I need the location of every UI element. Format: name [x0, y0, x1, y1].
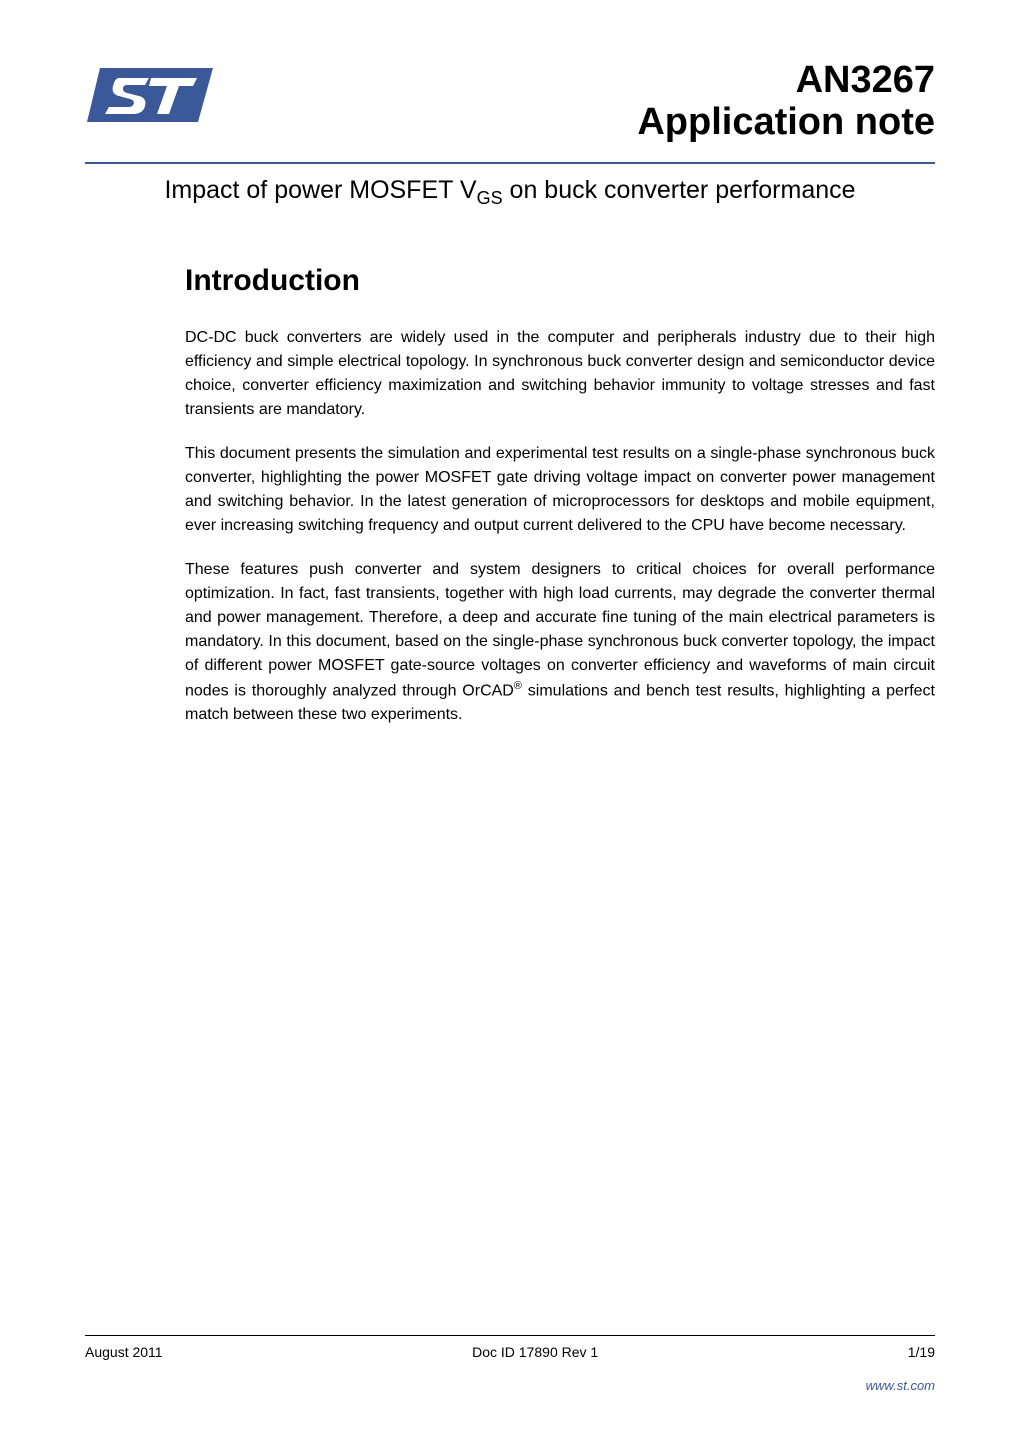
st-logo [85, 60, 215, 135]
header: AN3267 Application note [85, 60, 935, 144]
footer-page-number: 1/19 [908, 1344, 935, 1360]
footer-date: August 2011 [85, 1344, 163, 1360]
registered-mark: ® [514, 680, 522, 692]
paragraph-1: DC-DC buck converters are widely used in… [185, 326, 935, 422]
doc-type: Application note [637, 102, 935, 144]
page-container: AN3267 Application note Impact of power … [0, 0, 1020, 1443]
paragraph-3a: These features push converter and system… [185, 561, 935, 699]
footer-row: August 2011 Doc ID 17890 Rev 1 1/19 [85, 1344, 935, 1360]
doc-id: AN3267 [637, 60, 935, 102]
footer: August 2011 Doc ID 17890 Rev 1 1/19 www.… [85, 1335, 935, 1393]
footer-doc-ref: Doc ID 17890 Rev 1 [472, 1344, 598, 1360]
subtitle-suffix: on buck converter performance [503, 176, 856, 204]
subtitle: Impact of power MOSFET VGS on buck conve… [85, 176, 935, 209]
subtitle-prefix: Impact of power MOSFET V [164, 176, 476, 204]
paragraph-2: This document presents the simulation an… [185, 442, 935, 538]
subtitle-subscript: GS [477, 188, 503, 208]
footer-rule [85, 1335, 935, 1336]
title-rule [85, 162, 935, 164]
footer-link[interactable]: www.st.com [85, 1378, 935, 1393]
body-text: DC-DC buck converters are widely used in… [185, 326, 935, 727]
title-block: AN3267 Application note [637, 60, 935, 144]
section-heading-introduction: Introduction [185, 264, 935, 298]
st-logo-icon [85, 60, 215, 130]
paragraph-3: These features push converter and system… [185, 558, 935, 727]
